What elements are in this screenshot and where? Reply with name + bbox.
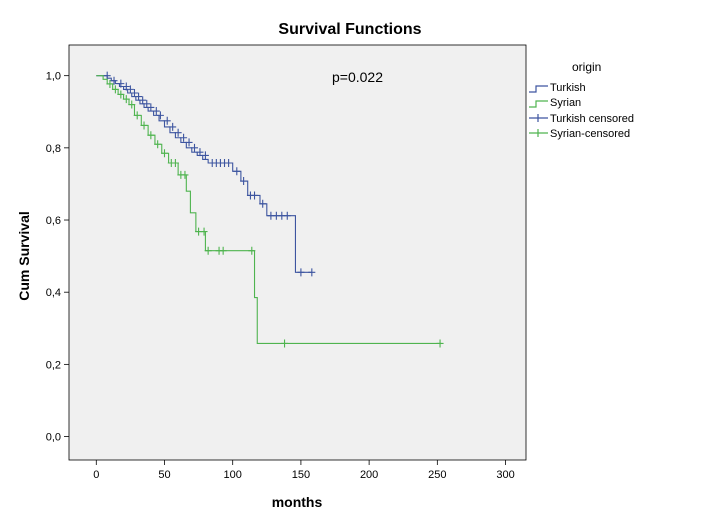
censor-mark-syrian [281, 339, 289, 348]
censor-mark-turkish [201, 151, 209, 160]
x-tick-label: 50 [158, 469, 170, 481]
censor-mark-turkish [297, 268, 305, 277]
p-value-annotation: p=0.022 [332, 69, 383, 85]
censor-mark-syrian [147, 131, 155, 140]
censor-mark-syrian [122, 95, 130, 104]
censor-mark-syrian [248, 246, 256, 255]
censor-mark-syrian [204, 246, 212, 255]
legend-label-syrian-censored: Syrian-censored [550, 128, 630, 140]
censor-mark-turkish [143, 99, 151, 108]
legend-item-turkish: Turkish [529, 82, 586, 94]
censor-mark-syrian [160, 149, 168, 158]
plot-area [68, 44, 527, 461]
legend-item-syrian-censored: Syrian-censored [529, 128, 630, 140]
y-tick-label: 0,0 [46, 432, 61, 444]
censor-mark-syrian [219, 246, 227, 255]
legend-title: origin [572, 60, 601, 74]
censor-mark-syrian [181, 170, 189, 179]
y-tick-label: 1,0 [46, 71, 61, 83]
legend-swatch-syrian-censored [529, 129, 548, 137]
censor-mark-turkish [130, 88, 138, 97]
legend-label-turkish: Turkish [550, 82, 586, 94]
censor-mark-syrian [106, 79, 114, 88]
censor-mark-syrian [171, 159, 179, 168]
y-axis: 0,0 0,2 0,4 0,6 0,8 1,0 [46, 71, 69, 444]
censor-mark-turkish [308, 268, 316, 277]
legend: origin Turkish Syrian Turkish censored S… [529, 60, 634, 140]
censor-mark-turkish [240, 177, 248, 186]
legend-swatch-turkish-censored [529, 114, 548, 122]
censor-mark-syrian [117, 90, 125, 99]
censor-mark-turkish [233, 167, 241, 176]
censor-mark-turkish [135, 92, 143, 101]
censor-mark-turkish [110, 76, 118, 85]
x-axis-label: months [272, 494, 323, 510]
censor-mark-turkish [174, 128, 182, 137]
censor-mark-turkish [103, 71, 111, 80]
censor-mark-turkish [225, 159, 233, 168]
censor-mark-syrian [154, 140, 162, 149]
x-axis: 0 50 100 150 200 250 300 [93, 460, 515, 481]
x-tick-label: 300 [496, 469, 514, 481]
censor-mark-syrian [128, 100, 136, 109]
censor-mark-turkish [196, 148, 204, 157]
x-tick-label: 0 [93, 469, 99, 481]
censor-mark-syrian [111, 85, 119, 94]
y-tick-label: 0,8 [46, 143, 61, 155]
x-tick-label: 150 [292, 469, 310, 481]
censor-mark-turkish [139, 96, 147, 105]
censor-mark-turkish [185, 138, 193, 147]
censor-mark-syrian [140, 121, 148, 130]
censor-mark-turkish [156, 111, 164, 120]
y-tick-label: 0,2 [46, 359, 61, 371]
y-tick-label: 0,6 [46, 215, 61, 227]
censor-mark-turkish [283, 211, 291, 220]
y-tick-label: 0,4 [46, 287, 61, 299]
censor-mark-turkish [180, 133, 188, 142]
x-tick-label: 250 [428, 469, 446, 481]
censor-mark-turkish [152, 107, 160, 116]
chart-title: Survival Functions [278, 21, 421, 38]
series-layer [96, 71, 444, 348]
censor-mark-turkish [169, 122, 177, 131]
x-tick-label: 200 [360, 469, 378, 481]
x-tick-label: 100 [224, 469, 242, 481]
series-line-turkish [96, 75, 312, 273]
legend-label-syrian: Syrian [550, 97, 581, 109]
censor-mark-turkish [163, 116, 171, 125]
legend-swatch-turkish [529, 85, 548, 93]
legend-item-syrian: Syrian [529, 97, 581, 109]
censor-mark-syrian [133, 111, 141, 120]
legend-label-turkish-censored: Turkish censored [550, 113, 634, 125]
censor-mark-turkish [117, 79, 125, 88]
legend-item-turkish-censored: Turkish censored [529, 113, 634, 125]
censor-mark-turkish [259, 199, 267, 208]
censor-mark-syrian [200, 227, 208, 236]
censor-mark-turkish [251, 191, 259, 200]
censor-mark-turkish [126, 85, 134, 94]
censor-mark-turkish [122, 82, 130, 91]
legend-swatch-syrian [529, 100, 548, 108]
censor-mark-syrian [436, 339, 444, 348]
censor-mark-turkish [147, 103, 155, 112]
y-axis-label: Cum Survival [16, 211, 32, 300]
censor-mark-turkish [191, 143, 199, 152]
